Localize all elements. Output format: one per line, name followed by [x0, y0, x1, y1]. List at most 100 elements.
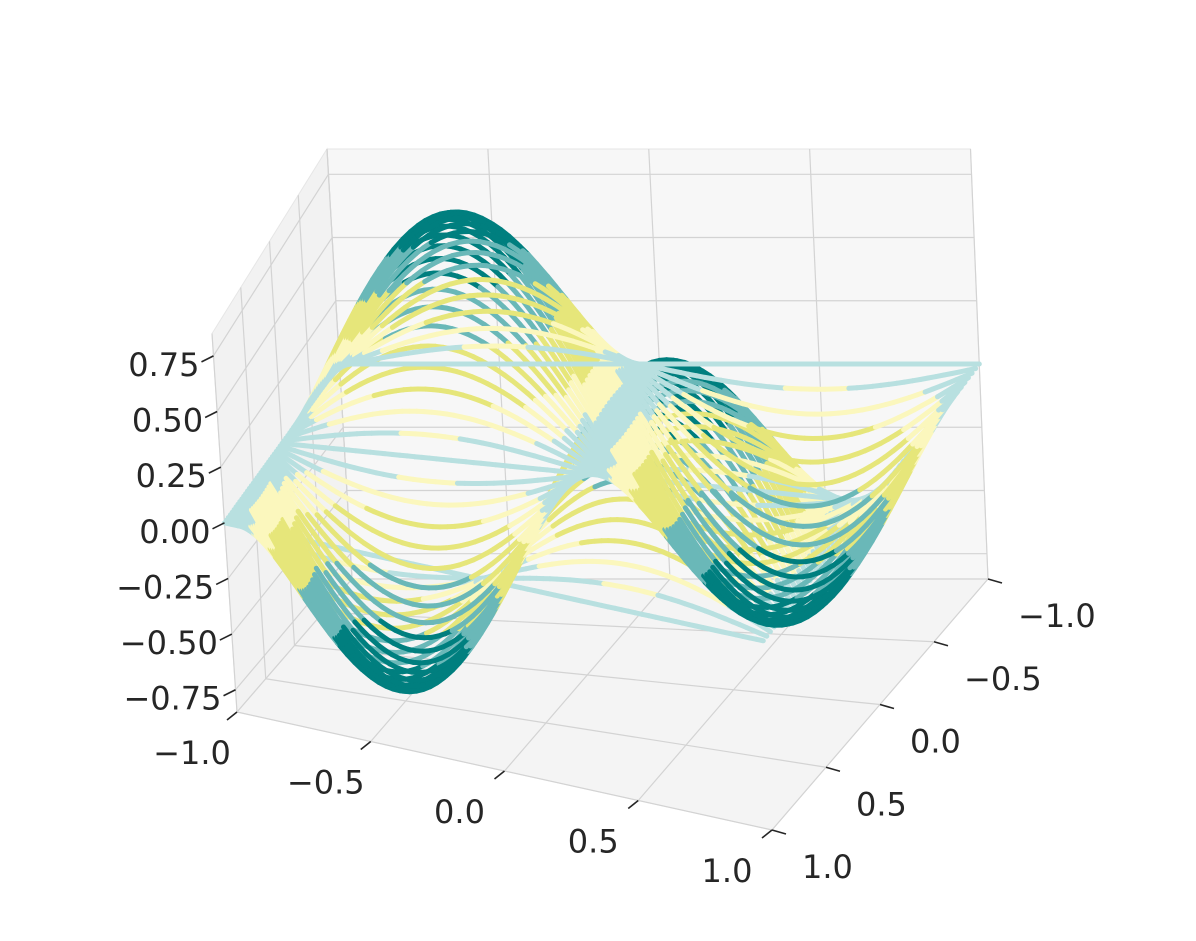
- contour-segment: [629, 473, 643, 493]
- contour-segment: [629, 397, 643, 417]
- contour-segment: [638, 466, 652, 487]
- contour-segment: [648, 419, 663, 438]
- contour-segment: [246, 485, 260, 507]
- contour-segment: [604, 430, 618, 450]
- contour-segment: [590, 369, 604, 390]
- contour-segment: [615, 416, 629, 437]
- contour-segment: [612, 393, 626, 414]
- contour-segment: [632, 447, 646, 468]
- contour-segment: [657, 464, 672, 484]
- contour-segment: [590, 424, 604, 443]
- x-tick-label: −1.0: [153, 734, 231, 772]
- contour-segment: [643, 484, 657, 504]
- contour-segment: [250, 505, 264, 525]
- contour-segment: [270, 531, 284, 551]
- contour-segment: [680, 511, 694, 530]
- contour-segment: [646, 454, 660, 475]
- x-tick-label: 0.0: [434, 793, 485, 831]
- contour-segment: [651, 498, 666, 518]
- contour-segment: [618, 387, 632, 407]
- contour-segment: [635, 415, 649, 436]
- contour-segment: [754, 636, 766, 644]
- contour-segment: [626, 428, 641, 449]
- contour-segment: [654, 469, 669, 490]
- contour-segment: [571, 373, 585, 393]
- contour-segment: [252, 478, 266, 499]
- contour-segment: [304, 586, 317, 605]
- contour-segment: [643, 459, 658, 480]
- contour-segment: [276, 524, 290, 544]
- contour-segment: [961, 370, 975, 379]
- contour-segment: [280, 516, 294, 537]
- contour-segment: [292, 521, 305, 539]
- contour-segment: [674, 521, 688, 540]
- z-tick-label: −0.25: [116, 568, 214, 606]
- left-grid-line: [216, 237, 333, 412]
- contour-segment: [615, 390, 629, 411]
- z-tick-label: −0.75: [123, 680, 221, 718]
- contour-segment: [618, 412, 632, 433]
- contour-segment: [618, 461, 632, 480]
- contour-segment: [274, 498, 288, 518]
- contour-segment: [621, 435, 635, 456]
- contour-segment: [635, 443, 649, 464]
- contour-segment: [657, 492, 671, 513]
- contour-segment: [637, 487, 651, 506]
- contour-segment: [268, 508, 282, 529]
- contour-segment: [657, 513, 671, 532]
- z-tick-label: 0.00: [139, 513, 210, 551]
- contour-segment: [621, 408, 635, 430]
- contour-segment: [587, 401, 602, 422]
- contour-segment: [677, 485, 691, 503]
- contour-segment: [296, 573, 309, 592]
- contour-segment: [654, 514, 668, 532]
- contour-segment: [663, 451, 677, 470]
- contour-segment: [290, 556, 304, 576]
- contour-segment: [663, 484, 677, 504]
- contour-segment: [296, 545, 310, 564]
- contour-segment: [652, 474, 666, 494]
- contour-segment: [965, 366, 979, 373]
- contour-segment: [308, 581, 321, 600]
- contour-segment: [268, 481, 282, 500]
- contour-segment: [634, 488, 648, 506]
- contour-segment: [579, 387, 593, 407]
- contour-segment: [599, 437, 613, 456]
- contour-segment: [284, 508, 298, 527]
- x-tick-label: −0.5: [287, 764, 365, 802]
- contour-segment: [595, 362, 609, 383]
- contour-segment: [290, 526, 304, 545]
- contour-segment: [640, 462, 655, 484]
- contour-segment: [651, 444, 666, 464]
- y-tick-mark: [933, 640, 949, 647]
- contour-segment: [596, 416, 610, 436]
- contour-segment: [260, 467, 274, 486]
- contour-segment: [646, 481, 660, 502]
- contour-segment: [270, 505, 284, 526]
- contour-segment: [635, 469, 649, 489]
- contour-segment: [593, 392, 607, 413]
- contour-segment: [626, 474, 640, 494]
- contour-segment: [284, 539, 298, 559]
- x-tick-label: 1.0: [702, 852, 753, 890]
- z-tick-mark: [208, 466, 222, 474]
- contour-segment: [262, 490, 276, 511]
- contour-segment: [262, 516, 276, 537]
- contour-segment: [646, 425, 660, 444]
- contour-segment: [272, 529, 286, 550]
- contour-segment: [612, 370, 626, 390]
- contour-segment: [609, 396, 624, 418]
- contour-segment: [248, 507, 262, 526]
- z-tick-label: 0.50: [132, 402, 203, 440]
- contour-segment: [640, 485, 654, 505]
- contour-segment: [300, 567, 314, 587]
- contour-segment: [278, 520, 292, 541]
- contour-segment: [264, 514, 278, 535]
- contour-segment: [682, 505, 697, 523]
- contour-segment: [623, 381, 637, 400]
- contour-segment: [610, 447, 624, 467]
- contour-segment: [576, 393, 591, 412]
- y-tick-mark: [987, 578, 1003, 584]
- contour-segment: [612, 444, 627, 465]
